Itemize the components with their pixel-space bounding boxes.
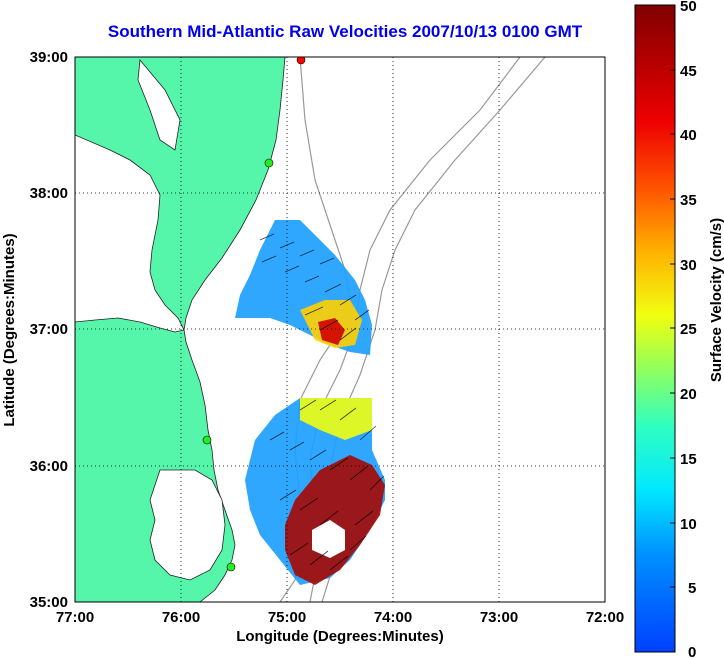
plot-border xyxy=(74,56,606,603)
station-marker xyxy=(226,562,236,572)
x-tick-label: 75:00 xyxy=(268,609,306,626)
x-tick-label: 77:00 xyxy=(56,609,94,626)
colorbar xyxy=(634,4,676,653)
colorbar-tick-label: 20 xyxy=(680,386,697,403)
colorbar-tick-label: 15 xyxy=(680,451,697,468)
pamlico-sound xyxy=(149,469,226,581)
y-tick-label: 37:00 xyxy=(30,321,68,338)
colorbar-tick-label: 40 xyxy=(680,127,697,144)
colorbar-tick-label: 35 xyxy=(680,192,697,209)
y-axis-label: Latitude (Degrees:Minutes) xyxy=(1,233,18,426)
velocity-field-north-core xyxy=(318,318,345,345)
chesapeake-bay xyxy=(75,134,185,333)
colorbar-tick-label: 50 xyxy=(680,0,697,15)
colorbar-tick-label: 30 xyxy=(680,257,697,274)
station-marker xyxy=(202,435,212,445)
delaware-bay xyxy=(137,59,181,151)
colorbar-label: Surface Velocity (cm/s) xyxy=(708,218,724,382)
data-gap xyxy=(312,520,345,558)
x-tick-label: 76:00 xyxy=(162,609,200,626)
velocity-field-south-warm xyxy=(300,398,372,440)
y-tick-label: 38:00 xyxy=(30,185,68,202)
colorbar-tick-label: 5 xyxy=(688,580,696,597)
x-tick-label: 72:00 xyxy=(586,609,624,626)
y-tick-label: 35:00 xyxy=(30,594,68,611)
y-tick-label: 39:00 xyxy=(30,49,68,66)
grid xyxy=(75,57,605,602)
station-marker-active xyxy=(296,57,306,65)
station-marker xyxy=(264,158,274,168)
y-tick-label: 36:00 xyxy=(30,458,68,475)
colorbar-ticks xyxy=(670,4,675,653)
chart-title: Southern Mid-Atlantic Raw Velocities 200… xyxy=(107,22,583,41)
velocity-field-south-hot xyxy=(285,455,385,585)
x-tick-label: 73:00 xyxy=(480,609,518,626)
x-tick-label: 74:00 xyxy=(374,609,412,626)
colorbar-tick-label: 45 xyxy=(680,63,697,80)
colorbar-tick-label: 10 xyxy=(680,516,697,533)
colorbar-tick-label: 0 xyxy=(688,644,696,659)
x-axis-label: Longitude (Degrees:Minutes) xyxy=(236,628,444,645)
colorbar-tick-label: 25 xyxy=(680,321,697,338)
velocity-arrows xyxy=(259,233,385,571)
